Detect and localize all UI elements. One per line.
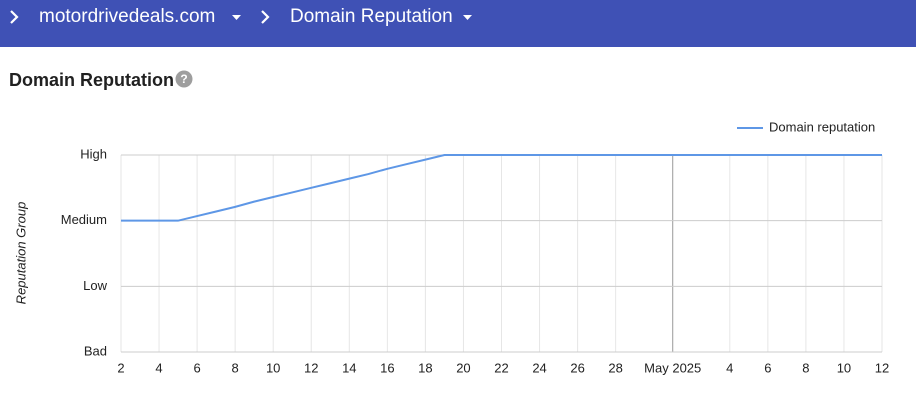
y-tick-label: Bad <box>84 343 107 358</box>
top-bar: motordrivedeals.com Domain Reputation <box>0 0 916 47</box>
x-tick-label: 20 <box>456 360 470 375</box>
y-tick-label: High <box>80 146 107 161</box>
x-tick-label: 8 <box>802 360 809 375</box>
x-tick-label: 10 <box>266 360 280 375</box>
x-tick-label: 12 <box>304 360 318 375</box>
chevron <box>261 10 270 24</box>
dropdown-caret[interactable] <box>232 15 241 20</box>
x-tick-label: 6 <box>193 360 200 375</box>
x-tick-label: 28 <box>608 360 622 375</box>
x-tick-label: 10 <box>837 360 851 375</box>
x-tick-label: 4 <box>155 360 162 375</box>
help-icon[interactable]: ? <box>175 70 193 88</box>
y-tick-label: Low <box>83 278 107 293</box>
report-selector[interactable]: Domain Reputation <box>290 6 453 27</box>
series-line <box>121 154 882 222</box>
x-tick-label: 22 <box>494 360 508 375</box>
x-tick-label: 14 <box>342 360 356 375</box>
legend-label: Domain reputation <box>769 119 875 134</box>
y-tick-label: Medium <box>61 212 107 227</box>
x-tick-label: May 2025 <box>644 360 701 375</box>
chevron <box>10 10 19 24</box>
x-tick-label: 8 <box>232 360 239 375</box>
domain-selector[interactable]: motordrivedeals.com <box>39 6 216 27</box>
x-tick-label: 18 <box>418 360 432 375</box>
x-tick-label: 6 <box>764 360 771 375</box>
x-tick-label: 12 <box>875 360 889 375</box>
x-tick-label: 26 <box>570 360 584 375</box>
x-tick-label: 4 <box>726 360 733 375</box>
title-text: Domain Reputation <box>9 70 174 90</box>
page-title: Domain Reputation? <box>9 70 193 91</box>
svg-text:?: ? <box>180 72 187 86</box>
dropdown-caret[interactable] <box>463 15 472 20</box>
bar-icons <box>10 10 472 24</box>
x-tick-label: 16 <box>380 360 394 375</box>
x-tick-label: 24 <box>532 360 546 375</box>
x-tick-label: 2 <box>117 360 124 375</box>
y-axis-label: Reputation Group <box>13 202 28 305</box>
